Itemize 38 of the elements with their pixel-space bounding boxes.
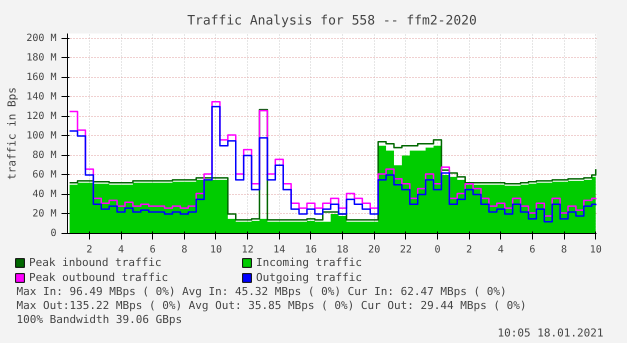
y-tick-label: 120 M xyxy=(26,110,57,122)
text: 100% Bandwidth 39.06 GBps xyxy=(16,313,182,326)
y-tick-label: 100 M xyxy=(26,130,57,142)
text: Max Out:135.22 MBps ( 0%) Avg Out: 35.85 MBps ( 0%) Cur Out: 29.44 MBps ( 0%) xyxy=(16,299,526,312)
legend-label: Outgoing traffic xyxy=(256,271,363,284)
x-tick-label: 18 xyxy=(336,244,349,256)
y-tick-label: 200 M xyxy=(26,32,57,44)
y-tick-label: 160 M xyxy=(26,72,57,83)
text: 10:05 18.01.2021 xyxy=(498,326,604,340)
x-tick-label: 6 xyxy=(529,244,536,256)
x-tick-label: 6 xyxy=(150,244,156,256)
y-tick-label: 20 M xyxy=(32,208,57,220)
legend-label: Peak inbound traffic xyxy=(29,256,162,269)
legend-label: Peak outbound traffic xyxy=(29,271,170,284)
x-tick-label: 8 xyxy=(561,244,568,256)
legend-label: Incoming traffic xyxy=(256,256,363,269)
x-tick-label: 2 xyxy=(466,244,472,256)
x-tick-label: 16 xyxy=(304,244,317,256)
x-tick-label: 22 xyxy=(400,244,412,256)
y-tick-label: 60 M xyxy=(32,169,57,180)
y-tick-label: 140 M xyxy=(26,91,57,102)
y-tick-label: 80 M xyxy=(32,150,57,161)
x-tick-label: 14 xyxy=(273,244,286,256)
x-tick-label: 10 xyxy=(210,244,222,256)
x-tick-label: 8 xyxy=(181,244,188,256)
x-tick-label: 4 xyxy=(118,244,124,256)
y-tick-label: 40 M xyxy=(32,188,57,200)
y-tick-label: 0 xyxy=(50,228,57,239)
x-tick-label: 12 xyxy=(242,244,254,256)
x-tick-label: 2 xyxy=(86,244,92,256)
x-tick-label: 4 xyxy=(498,244,504,256)
y-axis-title: traffic in Bps xyxy=(5,87,18,180)
y-tick-label: 180 M xyxy=(26,52,57,64)
text: Max In: 96.49 MBps ( 0%) Avg In: 45.32 MBps ( 0%) Cur In: 62.47 MBps ( 0%) xyxy=(16,285,507,298)
x-tick-label: 0 xyxy=(434,244,441,256)
x-tick-label: 10 xyxy=(590,244,602,256)
x-tick-label: 20 xyxy=(368,244,380,256)
chart-title: Traffic Analysis for 558 -- ffm2-2020 xyxy=(187,14,477,28)
